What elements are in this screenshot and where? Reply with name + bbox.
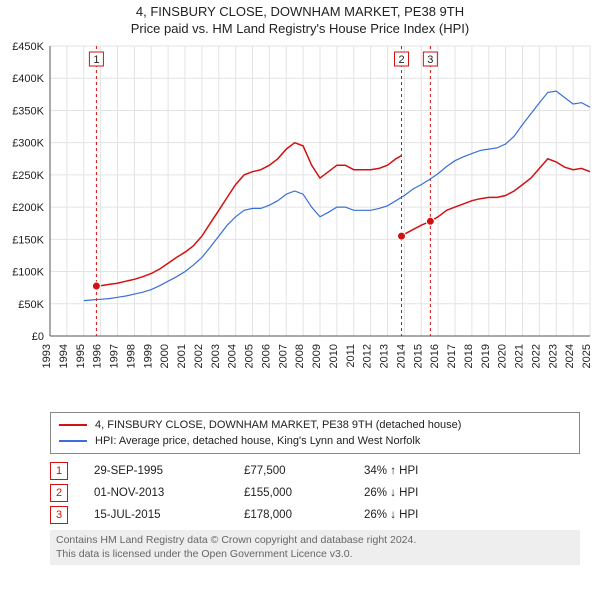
legend: 4, FINSBURY CLOSE, DOWNHAM MARKET, PE38 … [50, 412, 580, 454]
svg-text:2002: 2002 [193, 344, 205, 368]
line-chart: £0 £50K £100K £150K £200K £250K £300K £350K £400… [0, 36, 600, 406]
svg-text:2010: 2010 [328, 344, 340, 368]
footer-line-1: Contains HM Land Registry data © Crown c… [56, 534, 574, 548]
svg-text:2018: 2018 [463, 344, 475, 368]
sale-datapoints: 1 29-SEP-1995£77,50034% ↑ HPI 2 01-NOV-2013… [50, 460, 580, 526]
svg-text:2019: 2019 [480, 344, 492, 368]
svg-text:£400K: £400K [12, 73, 44, 85]
svg-text:2001: 2001 [176, 344, 188, 368]
page-title: 4, FINSBURY CLOSE, DOWNHAM MARKET, PE38 … [0, 4, 600, 19]
svg-text:2021: 2021 [514, 344, 526, 368]
svg-text:2006: 2006 [260, 344, 272, 368]
sale-hpi-delta: 26% ↓ HPI [364, 487, 418, 499]
sale-price: £155,000 [244, 487, 364, 499]
sale-row: 2 01-NOV-2013£155,00026% ↓ HPI [50, 482, 580, 504]
page-subtitle: Price paid vs. HM Land Registry's House … [0, 21, 600, 36]
sale-marker-icon: 3 [50, 506, 68, 524]
legend-row: 4, FINSBURY CLOSE, DOWNHAM MARKET, PE38 … [59, 417, 571, 433]
title-block: 4, FINSBURY CLOSE, DOWNHAM MARKET, PE38 … [0, 0, 600, 36]
svg-text:1994: 1994 [58, 344, 70, 368]
svg-text:£250K: £250K [12, 170, 44, 182]
legend-row: HPI: Average price, detached house, King… [59, 433, 571, 449]
svg-text:£50K: £50K [18, 299, 44, 311]
svg-text:2007: 2007 [277, 344, 289, 368]
sale-hpi-delta: 26% ↓ HPI [364, 509, 418, 521]
page-root: 4, FINSBURY CLOSE, DOWNHAM MARKET, PE38 … [0, 0, 600, 565]
legend-line-swatch [59, 440, 87, 442]
svg-text:2013: 2013 [379, 344, 391, 368]
attribution-footer: Contains HM Land Registry data © Crown c… [50, 530, 580, 565]
svg-text:1: 1 [93, 54, 99, 66]
svg-text:2024: 2024 [564, 344, 576, 368]
svg-text:2011: 2011 [345, 344, 357, 368]
svg-text:2: 2 [398, 54, 404, 66]
legend-line-swatch [59, 424, 87, 426]
svg-text:£450K: £450K [12, 41, 44, 53]
svg-text:2004: 2004 [227, 344, 239, 368]
svg-text:£200K: £200K [12, 202, 44, 214]
svg-text:1998: 1998 [125, 344, 137, 368]
chart-area: £0 £50K £100K £150K £200K £250K £300K £350K £400… [0, 36, 600, 406]
sale-date: 29-SEP-1995 [94, 465, 244, 477]
sale-marker-icon: 1 [50, 462, 68, 480]
svg-text:2025: 2025 [581, 344, 593, 368]
sale-price: £77,500 [244, 465, 364, 477]
svg-text:2009: 2009 [311, 344, 323, 368]
svg-text:2023: 2023 [547, 344, 559, 368]
svg-text:2022: 2022 [530, 344, 542, 368]
svg-text:2005: 2005 [244, 344, 256, 368]
svg-text:£300K: £300K [12, 138, 44, 150]
svg-text:2016: 2016 [429, 344, 441, 368]
svg-text:£150K: £150K [12, 234, 44, 246]
svg-text:1993: 1993 [41, 344, 53, 368]
svg-text:2020: 2020 [497, 344, 509, 368]
legend-label: 4, FINSBURY CLOSE, DOWNHAM MARKET, PE38 … [95, 419, 461, 431]
sale-date: 15-JUL-2015 [94, 509, 244, 521]
svg-text:£350K: £350K [12, 105, 44, 117]
sale-date: 01-NOV-2013 [94, 487, 244, 499]
svg-text:£100K: £100K [12, 267, 44, 279]
sale-price: £178,000 [244, 509, 364, 521]
svg-text:2000: 2000 [159, 344, 171, 368]
svg-text:1999: 1999 [142, 344, 154, 368]
svg-text:2014: 2014 [395, 344, 407, 368]
sale-hpi-delta: 34% ↑ HPI [364, 465, 418, 477]
sale-marker-icon: 2 [50, 484, 68, 502]
sale-row: 1 29-SEP-1995£77,50034% ↑ HPI [50, 460, 580, 482]
svg-text:1997: 1997 [109, 344, 121, 368]
svg-text:3: 3 [427, 54, 433, 66]
svg-text:2017: 2017 [446, 344, 458, 368]
svg-text:2008: 2008 [294, 344, 306, 368]
svg-text:2015: 2015 [412, 344, 424, 368]
svg-text:£0: £0 [32, 331, 44, 343]
footer-line-2: This data is licensed under the Open Gov… [56, 548, 574, 562]
legend-label: HPI: Average price, detached house, King… [95, 435, 420, 447]
svg-text:1995: 1995 [75, 344, 87, 368]
svg-text:2003: 2003 [210, 344, 222, 368]
svg-text:1996: 1996 [92, 344, 104, 368]
svg-text:2012: 2012 [362, 344, 374, 368]
sale-row: 3 15-JUL-2015£178,00026% ↓ HPI [50, 504, 580, 526]
